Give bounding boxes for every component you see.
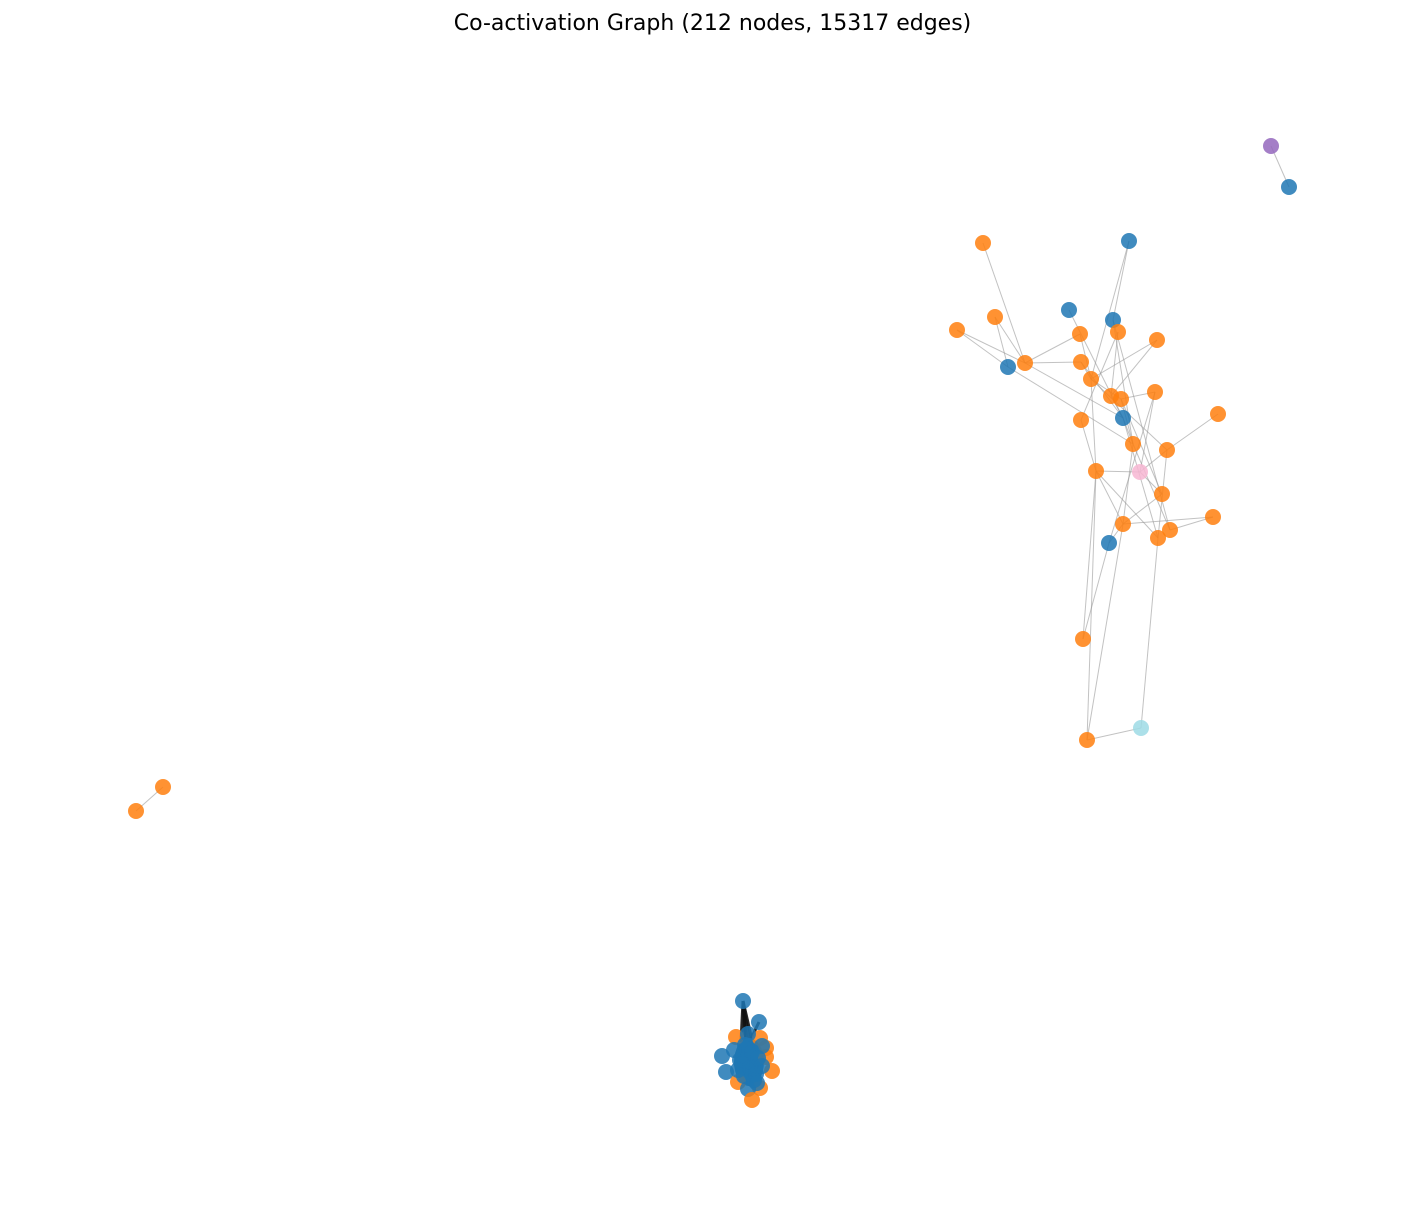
graph-node-blue: [1061, 302, 1077, 318]
graph-edge: [1132, 443, 1171, 531]
graph-edge: [1024, 362, 1124, 419]
graph-node-purple: [1263, 138, 1279, 154]
graph-node-orange: [1159, 442, 1175, 458]
graph-edge: [1122, 443, 1134, 525]
graph-node-orange: [1113, 391, 1129, 407]
node-layer: [128, 138, 1297, 1108]
graph-node-blue: [1115, 410, 1131, 426]
graph-edge: [1112, 319, 1134, 445]
graph-edge: [956, 329, 1009, 368]
graph-node-blue: [1121, 233, 1137, 249]
graph-edge: [1007, 366, 1134, 445]
graph-node-orange: [1088, 463, 1104, 479]
graph-edge: [994, 316, 1009, 368]
graph-edge: [1090, 378, 1097, 472]
graph-edge: [982, 242, 1026, 364]
graph-edge: [1112, 240, 1130, 321]
graph-edge: [956, 329, 1026, 364]
graph-node-orange: [975, 235, 991, 251]
graph-edge: [1086, 523, 1124, 741]
graph-node-orange: [744, 1092, 760, 1108]
graph-edge: [1110, 339, 1158, 397]
graph-edge: [1080, 361, 1124, 419]
graph-node-blue: [1105, 312, 1121, 328]
graph-node-orange: [1149, 332, 1165, 348]
graph-node-blue: [740, 1026, 756, 1042]
graph-node-orange: [1110, 324, 1126, 340]
graph-node-blue: [1000, 359, 1016, 375]
graph-edge: [1122, 493, 1163, 525]
graph-edge: [1082, 470, 1097, 640]
graph-node-orange: [1017, 355, 1033, 371]
graph-node-orange: [1079, 732, 1095, 748]
graph-node-orange: [1072, 326, 1088, 342]
graph-node-pink: [1132, 464, 1148, 480]
graph-edge: [1080, 331, 1119, 421]
graph-edge: [1090, 240, 1130, 380]
graph-node-orange: [1154, 486, 1170, 502]
graph-edge: [1108, 391, 1156, 544]
edge-layer: [135, 145, 1290, 1051]
graph-node-orange: [155, 779, 171, 795]
graph-node-orange: [128, 803, 144, 819]
graph-node-orange: [1083, 371, 1099, 387]
graph-node-orange: [1162, 522, 1178, 538]
graph-node-blue: [730, 1062, 746, 1078]
graph-node-orange: [1125, 436, 1141, 452]
graph-node-blue: [746, 1072, 762, 1088]
graph-edge: [1095, 470, 1159, 539]
graph-edge: [1166, 413, 1219, 451]
graph-edge: [1086, 727, 1142, 741]
graph-node-orange: [1073, 412, 1089, 428]
graph-node-orange: [1210, 406, 1226, 422]
graph-edge: [1086, 470, 1097, 741]
graph-edge: [1024, 361, 1082, 364]
graph-node-orange: [1205, 509, 1221, 525]
graph-node-blue: [754, 1038, 770, 1054]
graph-node-blue: [751, 1014, 767, 1030]
graph-edge: [994, 316, 1026, 364]
graph-node-blue: [726, 1042, 742, 1058]
graph-node-blue: [735, 993, 751, 1009]
graph-edge: [1024, 333, 1081, 364]
graph-node-cyan: [1133, 720, 1149, 736]
graph-node-orange: [1073, 354, 1089, 370]
graph-edge: [1122, 516, 1214, 525]
graph-node-blue: [1281, 179, 1297, 195]
graph-node-blue: [718, 1064, 734, 1080]
graph-edge: [1082, 542, 1110, 640]
graph-node-orange: [949, 322, 965, 338]
chart-title: Co-activation Graph (212 nodes, 15317 ed…: [453, 11, 972, 36]
graph-node-blue: [1101, 535, 1117, 551]
graph-edge: [1095, 470, 1124, 525]
graph-node-orange: [1075, 631, 1091, 647]
graph-edge: [1139, 391, 1156, 473]
graph-node-blue: [714, 1048, 730, 1064]
graph-node-orange: [1150, 530, 1166, 546]
graph-edge: [1140, 537, 1159, 729]
graph-edge: [1080, 419, 1097, 472]
graph-node-orange: [1147, 384, 1163, 400]
graph-node-orange: [987, 309, 1003, 325]
graph-node-orange: [1115, 516, 1131, 532]
